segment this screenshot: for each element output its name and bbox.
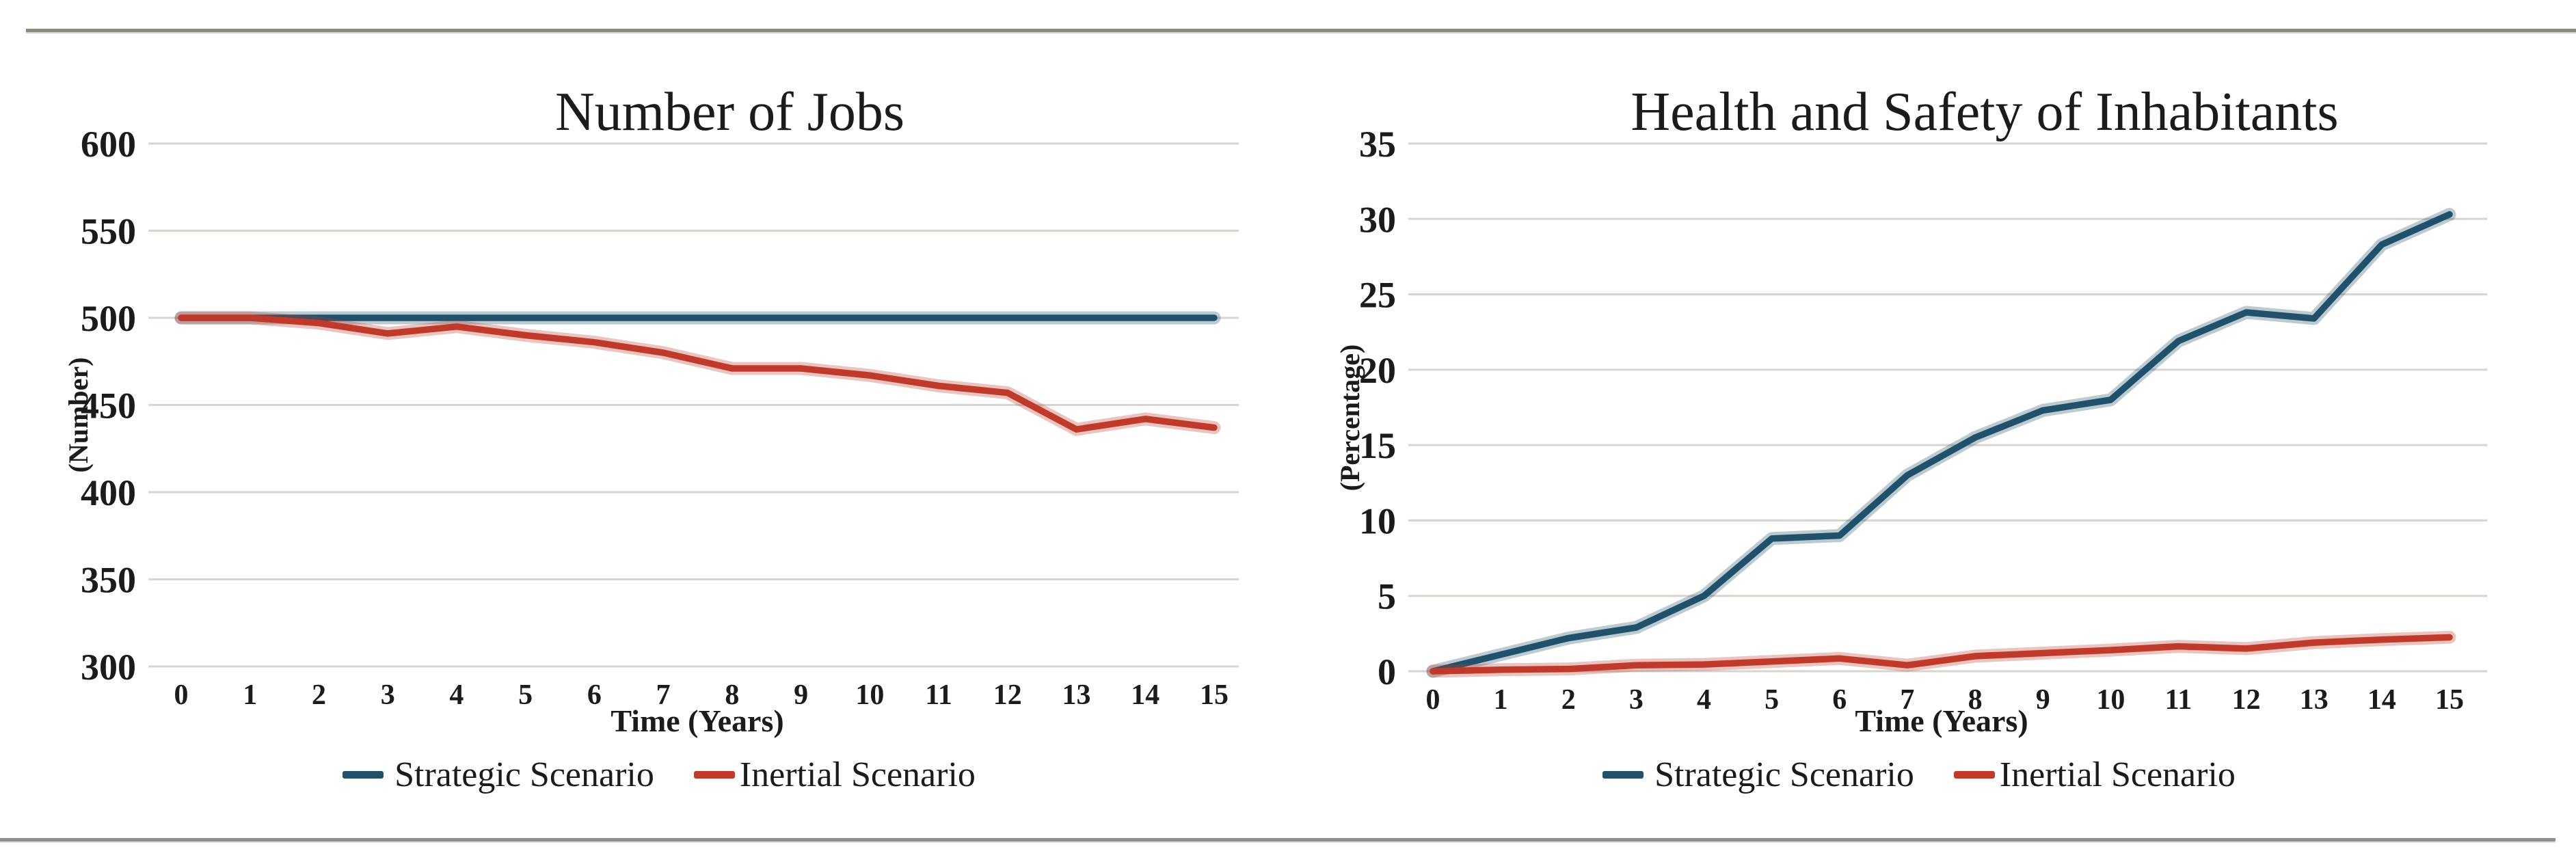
y-tick-label: 600 (81, 124, 136, 165)
x-tick-label: 13 (1062, 679, 1091, 711)
x-axis-label: Time (Years) (611, 703, 784, 738)
x-tick-label: 0 (174, 679, 189, 711)
x-tick-label: 10 (855, 679, 884, 711)
x-tick-label: 15 (1200, 679, 1229, 711)
x-tick-label: 2 (1561, 684, 1576, 716)
x-tick-label: 13 (2300, 684, 2329, 716)
y-tick-label: 400 (81, 472, 136, 513)
x-tick-label: 3 (381, 679, 395, 711)
x-axis-label: Time (Years) (1855, 703, 2028, 738)
x-tick-label: 5 (518, 679, 533, 711)
x-tick-label: 0 (1426, 684, 1440, 716)
series-line-inertial-halo (174, 311, 1221, 436)
x-tick-label: 6 (1832, 684, 1847, 716)
y-tick-label: 300 (81, 647, 136, 688)
x-tick-label: 11 (2165, 684, 2192, 716)
health-safety-chart: Health and Safety of Inhabitants (Percen… (1326, 55, 2550, 820)
legend-label-inertial: Inertial Scenario (1999, 755, 2236, 794)
chart-legend: Strategic Scenario Inertial Scenario (1372, 751, 2466, 798)
legend-swatch-inertial (693, 770, 735, 779)
chart-title: Number of Jobs (554, 82, 905, 142)
x-tick-label: 8 (725, 679, 739, 711)
x-tick-label: 9 (2036, 684, 2050, 716)
x-tick-label: 8 (1968, 684, 1983, 716)
series-line-strategic (1430, 211, 2453, 675)
x-tick-label: 1 (1494, 684, 1508, 716)
y-tick-label: 25 (1359, 275, 1396, 316)
legend-label-inertial: Inertial Scenario (739, 755, 976, 794)
x-tick-label: 14 (2367, 684, 2396, 716)
legend-item-strategic: Strategic Scenario (343, 755, 654, 795)
x-tick-label: 1 (243, 679, 257, 711)
y-tick-label: 5 (1378, 576, 1396, 617)
bottom-divider (0, 838, 2555, 843)
x-tick-label: 15 (2435, 684, 2464, 716)
chart-legend: Strategic Scenario Inertial Scenario (112, 751, 1206, 798)
x-tick-label: 9 (794, 679, 808, 711)
legend-item-inertial: Inertial Scenario (693, 755, 976, 795)
series-line-inertial (1430, 634, 2453, 675)
x-tick-label: 3 (1629, 684, 1643, 716)
x-tick-label: 4 (449, 679, 464, 711)
x-tick-label: 2 (312, 679, 326, 711)
y-tick-label: 450 (81, 386, 136, 427)
y-tick-label: 500 (81, 298, 136, 339)
legend-item-inertial: Inertial Scenario (1953, 755, 2236, 795)
y-tick-label: 550 (81, 211, 136, 252)
y-tick-label: 350 (81, 560, 136, 601)
x-tick-label: 7 (1900, 684, 1914, 716)
chart-title: Health and Safety of Inhabitants (1631, 82, 2339, 142)
jobs-chart: Number of Jobs (Number) 300 350 400 450 500 5… (41, 55, 1265, 820)
legend-label-strategic: Strategic Scenario (1654, 755, 1914, 794)
x-tick-label: 5 (1765, 684, 1779, 716)
x-tick-label: 7 (656, 679, 671, 711)
legend-swatch-inertial (1953, 770, 1995, 779)
legend-item-strategic: Strategic Scenario (1602, 755, 1914, 795)
x-tick-label: 4 (1697, 684, 1711, 716)
legend-label-strategic: Strategic Scenario (394, 755, 654, 794)
y-tick-label: 0 (1378, 651, 1396, 692)
x-tick-label: 12 (2232, 684, 2261, 716)
series-line-strategic-halo (1426, 208, 2456, 678)
y-tick-label: 15 (1359, 425, 1396, 466)
x-tick-label: 12 (993, 679, 1022, 711)
x-tick-label: 6 (587, 679, 602, 711)
x-tick-label: 11 (925, 679, 952, 711)
y-tick-label: 10 (1359, 500, 1396, 541)
series-line-inertial (178, 314, 1218, 433)
legend-swatch-strategic (1602, 770, 1644, 779)
top-divider (26, 29, 2576, 33)
x-tick-label: 10 (2096, 684, 2125, 716)
x-tick-label: 14 (1131, 679, 1159, 711)
legend-swatch-strategic (343, 770, 384, 779)
y-tick-label: 35 (1359, 124, 1396, 165)
y-tick-label: 30 (1359, 199, 1396, 240)
y-tick-label: 20 (1359, 350, 1396, 391)
